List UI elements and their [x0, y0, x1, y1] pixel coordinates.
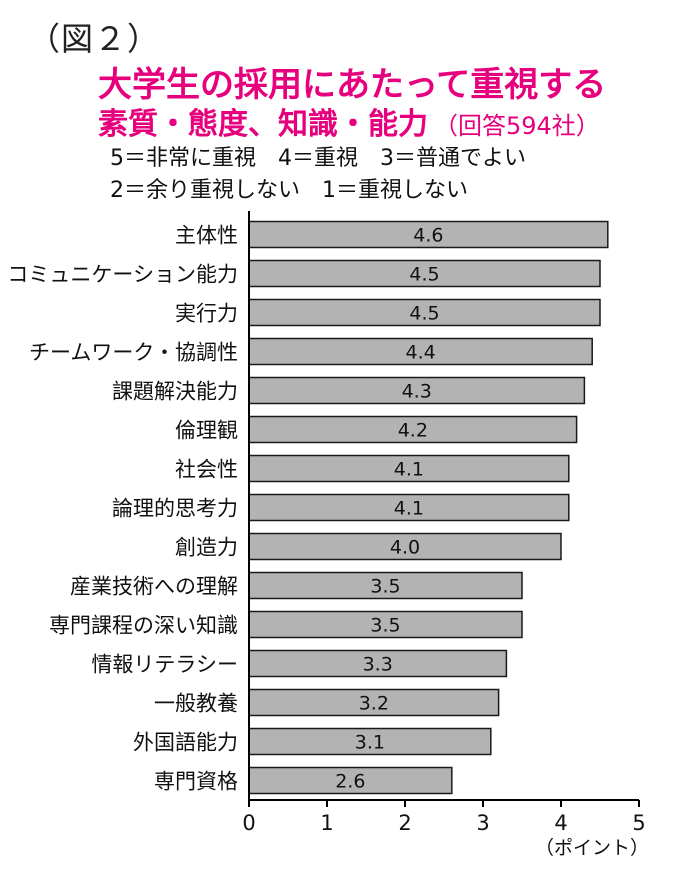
- data-label: 4.5: [409, 264, 439, 286]
- data-label: 4.5: [409, 303, 439, 325]
- category-label: 主体性: [175, 224, 238, 248]
- category-label: 倫理観: [175, 419, 238, 443]
- data-label: 3.5: [370, 576, 400, 598]
- data-label: 4.2: [398, 420, 428, 442]
- x-tick-label: 2: [398, 811, 411, 835]
- category-label: 論理的思考力: [112, 497, 238, 521]
- category-label: チームワーク・協調性: [29, 341, 238, 365]
- bar: [248, 766, 453, 795]
- chart-subtitle: 素質・態度、知識・能力: [98, 107, 428, 142]
- bar: [248, 493, 570, 522]
- chart-title: 大学生の採用にあたって重視する: [98, 65, 607, 105]
- data-label: 3.1: [355, 732, 385, 754]
- data-label: 4.0: [390, 537, 420, 559]
- bar: [248, 727, 492, 756]
- category-label: 専門課程の深い知識: [49, 614, 238, 638]
- category-label: コミュニケーション能力: [7, 263, 238, 287]
- x-tick-label: 5: [632, 811, 645, 835]
- bar: [248, 532, 562, 561]
- x-axis-label: （ポイント）: [535, 837, 649, 859]
- bar: [248, 376, 586, 405]
- figure-label: （図２）: [28, 20, 161, 58]
- x-tick-label: 1: [320, 811, 333, 835]
- bar: [248, 337, 593, 366]
- data-label: 3.2: [359, 693, 389, 715]
- category-label: 外国語能力: [133, 731, 238, 755]
- bar: [248, 454, 570, 483]
- scale-legend-line-1: 5＝非常に重視 4＝重視 3＝普通でよい: [110, 146, 526, 171]
- bar: [248, 220, 609, 249]
- x-tick-label: 4: [554, 811, 567, 835]
- category-label: 産業技術への理解: [70, 575, 238, 599]
- x-tick-label: 3: [476, 811, 489, 835]
- x-tick-label: 0: [242, 811, 255, 835]
- respondent-count: （回答594社）: [434, 112, 600, 140]
- category-label: 情報リテラシー: [91, 653, 238, 677]
- category-label: 創造力: [175, 536, 238, 560]
- bar: [248, 259, 601, 288]
- data-label: 3.5: [370, 615, 400, 637]
- data-label: 4.3: [402, 381, 432, 403]
- bar: [248, 610, 523, 639]
- data-label: 2.6: [335, 771, 365, 793]
- bar: [248, 298, 601, 327]
- category-label: 専門資格: [154, 770, 238, 794]
- bar: [248, 688, 500, 717]
- scale-legend-line-2: 2＝余り重視しない 1＝重視しない: [110, 178, 468, 203]
- category-label: 一般教養: [154, 692, 238, 716]
- subtitle-row: 素質・態度、知識・能力 （回答594社）: [98, 99, 600, 143]
- data-label: 4.6: [413, 225, 443, 247]
- data-label: 4.4: [405, 342, 435, 364]
- data-label: 4.1: [394, 498, 424, 520]
- data-label: 4.1: [394, 459, 424, 481]
- category-label: 社会性: [175, 458, 238, 482]
- category-label: 課題解決能力: [112, 380, 238, 404]
- category-label: 実行力: [175, 302, 238, 326]
- data-label: 3.3: [363, 654, 393, 676]
